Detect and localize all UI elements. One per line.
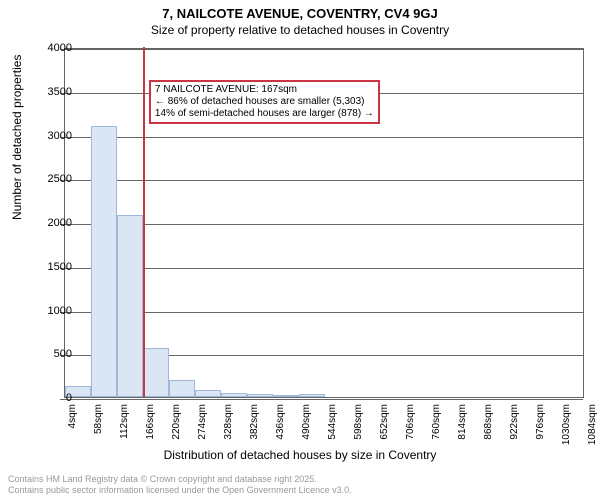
ytick-label: 1000 — [22, 305, 72, 317]
xtick-label: 328sqm — [223, 404, 234, 440]
histogram-bar — [91, 126, 117, 397]
annotation-line: 14% of semi-detached houses are larger (… — [155, 108, 374, 120]
histogram-bar — [299, 394, 325, 397]
page-subtitle: Size of property relative to detached ho… — [0, 21, 600, 37]
histogram-bar — [247, 394, 273, 397]
ytick-label: 500 — [22, 348, 72, 360]
xtick-label: 4sqm — [67, 404, 78, 428]
xtick-label: 220sqm — [171, 404, 182, 440]
xtick-label: 112sqm — [119, 404, 130, 439]
ytick-label: 1500 — [22, 261, 72, 273]
histogram-bar — [169, 380, 195, 398]
xtick-label: 706sqm — [405, 404, 416, 440]
xtick-label: 922sqm — [509, 404, 520, 440]
ytick-label: 2000 — [22, 217, 72, 229]
histogram-bar — [195, 390, 221, 397]
ytick-label: 3000 — [22, 130, 72, 142]
xtick-label: 382sqm — [249, 404, 260, 440]
histogram-bar — [143, 348, 169, 397]
xtick-label: 1030sqm — [561, 404, 572, 445]
annotation-box: 7 NAILCOTE AVENUE: 167sqm← 86% of detach… — [149, 80, 380, 124]
page-title: 7, NAILCOTE AVENUE, COVENTRY, CV4 9GJ — [0, 0, 600, 21]
xtick-label: 274sqm — [197, 404, 208, 440]
xtick-label: 544sqm — [327, 404, 338, 440]
xtick-label: 1084sqm — [587, 404, 598, 445]
footer-line: Contains public sector information licen… — [8, 485, 352, 496]
xtick-label: 436sqm — [275, 404, 286, 440]
ytick-label: 2500 — [22, 173, 72, 185]
xtick-label: 166sqm — [145, 404, 156, 440]
xtick-label: 598sqm — [353, 404, 364, 440]
xtick-label: 976sqm — [535, 404, 546, 440]
property-marker-line — [143, 47, 145, 397]
xtick-label: 760sqm — [431, 404, 442, 440]
xtick-label: 490sqm — [301, 404, 312, 440]
footer-attribution: Contains HM Land Registry data © Crown c… — [8, 474, 352, 496]
histogram-bar — [273, 395, 299, 397]
x-axis-label: Distribution of detached houses by size … — [0, 448, 600, 462]
ytick-label: 0 — [22, 392, 72, 404]
plot-area: 7 NAILCOTE AVENUE: 167sqm← 86% of detach… — [64, 48, 584, 398]
xtick-label: 814sqm — [457, 404, 468, 440]
ytick-label: 3500 — [22, 86, 72, 98]
histogram-chart: 7 NAILCOTE AVENUE: 167sqm← 86% of detach… — [64, 48, 584, 398]
xtick-label: 652sqm — [379, 404, 390, 440]
gridline — [65, 399, 583, 400]
xtick-label: 58sqm — [93, 404, 104, 434]
histogram-bar — [117, 215, 143, 397]
footer-line: Contains HM Land Registry data © Crown c… — [8, 474, 352, 485]
annotation-line: ← 86% of detached houses are smaller (5,… — [155, 96, 374, 108]
xtick-label: 868sqm — [483, 404, 494, 440]
histogram-bar — [221, 393, 247, 397]
ytick-label: 4000 — [22, 42, 72, 54]
annotation-line: 7 NAILCOTE AVENUE: 167sqm — [155, 84, 374, 96]
